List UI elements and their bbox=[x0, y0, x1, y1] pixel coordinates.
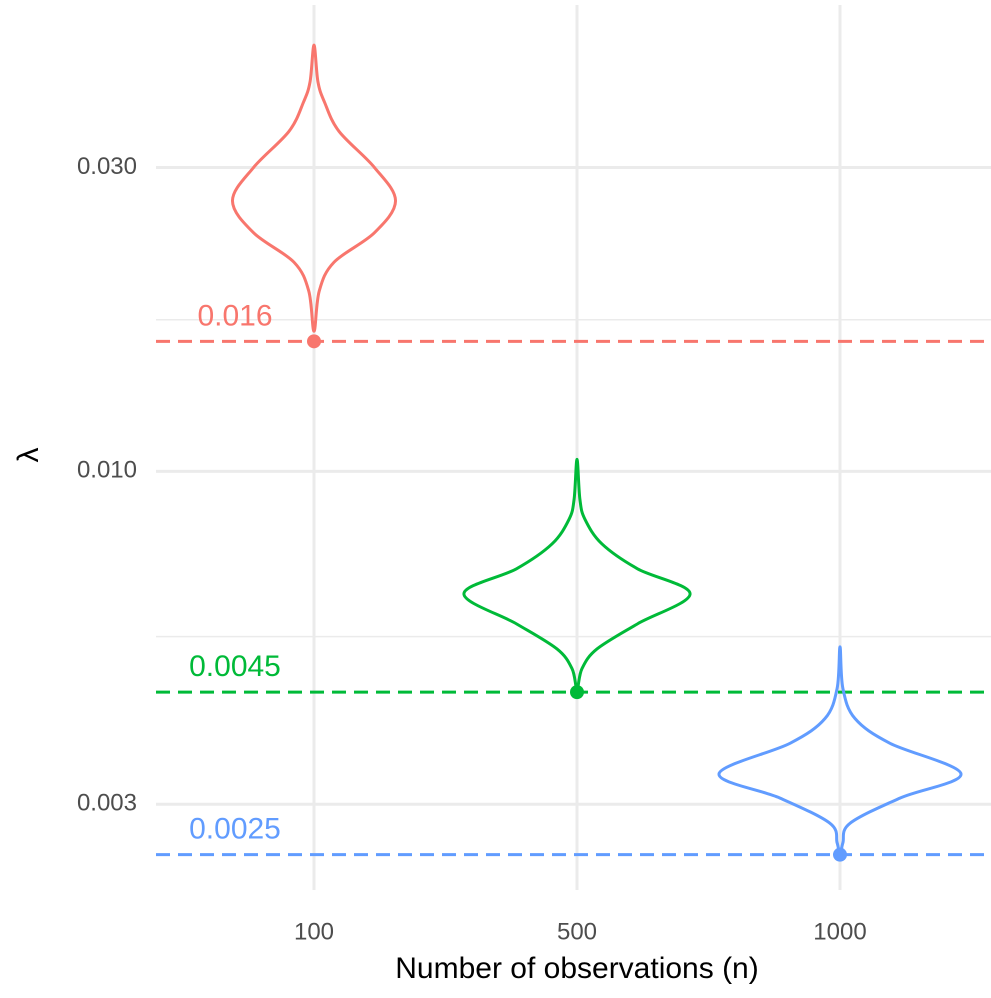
reference-label: 0.0025 bbox=[189, 813, 281, 846]
y-tick-label: 0.003 bbox=[77, 790, 137, 817]
reference-point bbox=[570, 685, 584, 700]
y-tick-label: 0.030 bbox=[77, 153, 137, 180]
reference-point bbox=[833, 847, 847, 862]
reference-point bbox=[307, 334, 321, 349]
reference-label: 0.016 bbox=[197, 299, 272, 332]
y-axis-title: λ bbox=[12, 448, 45, 463]
x-axis-title: Number of observations (n) bbox=[395, 952, 759, 985]
y-tick-label: 0.010 bbox=[77, 457, 137, 484]
x-tick-label: 1000 bbox=[813, 918, 866, 945]
x-tick-label: 100 bbox=[294, 918, 334, 945]
violin bbox=[230, 43, 398, 333]
x-tick-label: 500 bbox=[557, 918, 597, 945]
reference-label: 0.0045 bbox=[189, 650, 281, 683]
